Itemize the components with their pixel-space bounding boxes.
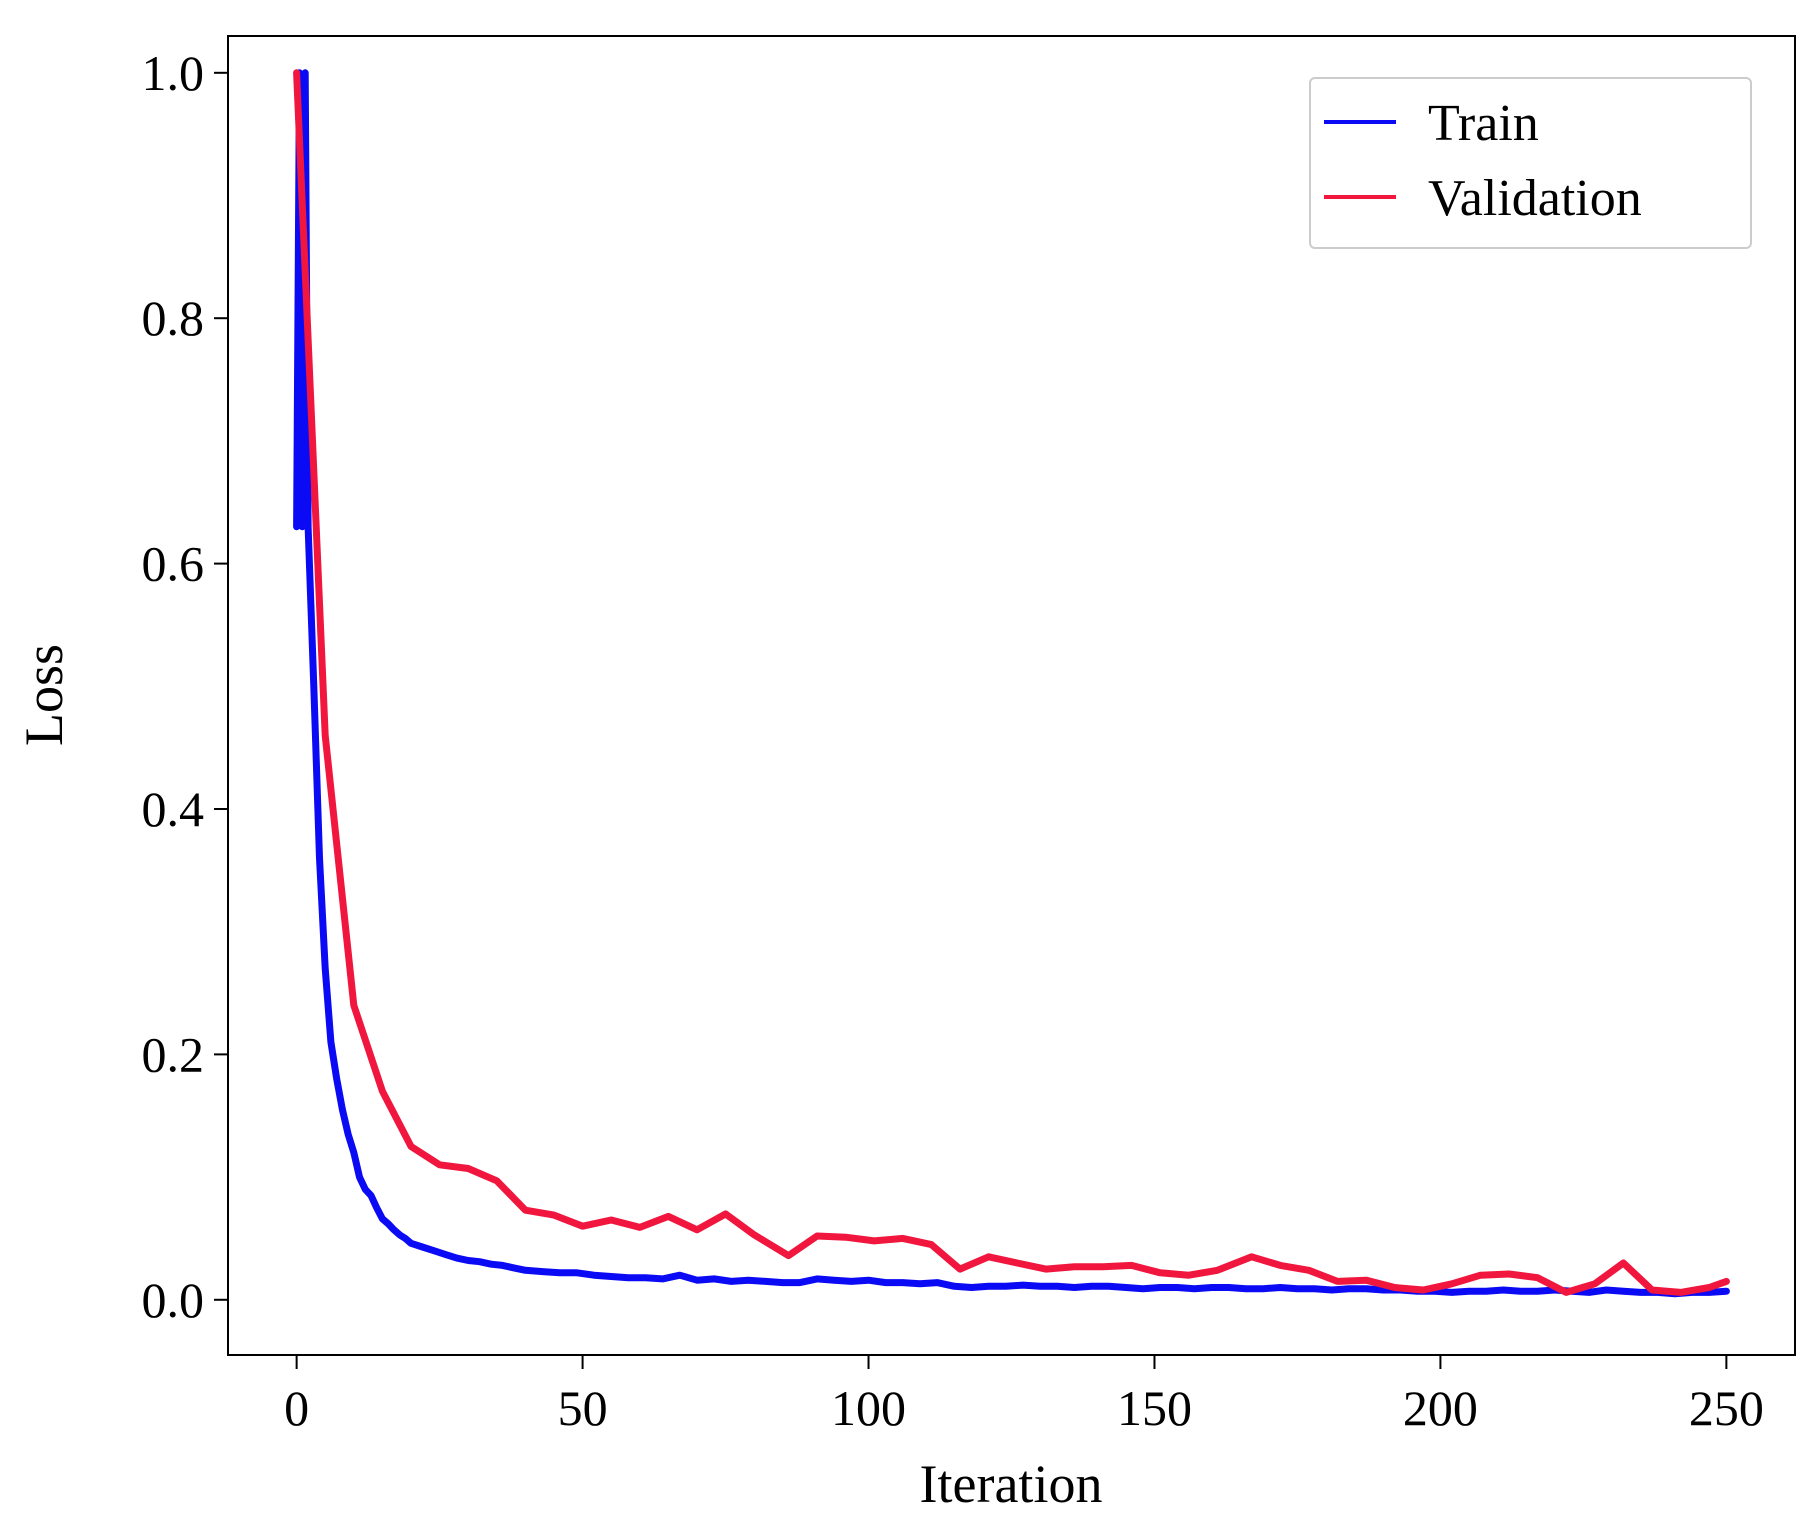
x-tick-label: 50 [558, 1380, 608, 1436]
x-tick-label: 200 [1403, 1380, 1478, 1436]
x-tick-label: 0 [284, 1380, 309, 1436]
legend-label-train: Train [1428, 95, 1539, 152]
y-axis: 0.0 0.2 0.4 0.6 0.8 1.0 [142, 45, 228, 1328]
y-tick-label: 0.4 [142, 781, 205, 837]
series-line-train [293, 69, 1730, 1298]
x-tick-label: 150 [1117, 1380, 1192, 1436]
series-line-validation [293, 69, 1730, 1296]
y-tick-label: 0.8 [142, 290, 205, 346]
series-layer [293, 69, 1730, 1298]
legend: Train Validation [1309, 77, 1752, 249]
plot-area-frame [227, 35, 1796, 1356]
legend-label-validation: Validation [1428, 170, 1642, 227]
x-axis: 0 50 100 150 200 250 [284, 1355, 1764, 1436]
y-tick-label: 0.2 [142, 1026, 205, 1082]
y-tick-label: 0.0 [142, 1272, 205, 1328]
x-axis-label: Iteration [920, 1454, 1103, 1514]
y-tick-label: 0.6 [142, 536, 205, 592]
legend-box [1309, 77, 1752, 249]
x-tick-label: 100 [831, 1380, 906, 1436]
y-axis-label: Loss [14, 644, 74, 746]
y-tick-label: 1.0 [142, 45, 205, 101]
x-tick-label: 250 [1689, 1380, 1764, 1436]
